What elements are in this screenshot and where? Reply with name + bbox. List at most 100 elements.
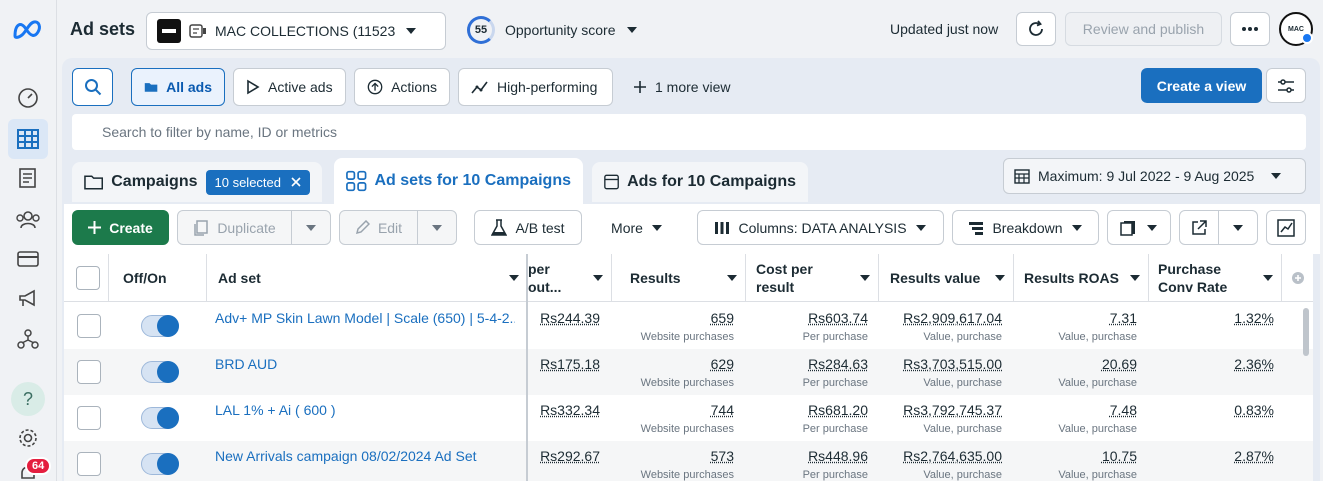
help-button[interactable]: ? (11, 382, 45, 416)
tab-ad-sets[interactable]: Ad sets for 10 Campaigns (334, 158, 583, 204)
cost-per-result-value[interactable]: Rs448.96 (758, 448, 868, 464)
refresh-button[interactable] (1016, 12, 1056, 46)
ad-set-name-link[interactable]: LAL 1% + Ai ( 600 ) (215, 402, 515, 418)
results-value-amount[interactable]: Rs3,703,515.00 (882, 356, 1002, 372)
cost-per-outbound-value[interactable]: Rs292.67 (532, 448, 600, 464)
col-separator (1013, 254, 1014, 302)
row-checkbox[interactable] (77, 314, 101, 338)
header-add-column[interactable] (1282, 254, 1313, 302)
purchase-conv-rate-value[interactable]: 2.36% (1174, 356, 1274, 372)
view-actions[interactable]: Actions (354, 68, 450, 106)
header-results-roas[interactable]: Results ROAS (1014, 254, 1148, 302)
results-roas-value[interactable]: 10.75 (1032, 448, 1137, 464)
cost-per-result-value[interactable]: Rs681.20 (758, 402, 868, 418)
view-active-ads[interactable]: Active ads (233, 68, 346, 106)
results-value[interactable]: 744 (624, 402, 734, 418)
cost-per-outbound-value[interactable]: Rs332.34 (532, 402, 600, 418)
opportunity-score[interactable]: 55 Opportunity score (467, 16, 638, 44)
export-dropdown[interactable] (1218, 210, 1258, 245)
breakdown-icon (968, 221, 984, 235)
search-toggle-button[interactable] (72, 68, 113, 106)
view-all-ads[interactable]: All ads (131, 68, 225, 106)
ad-set-name-link[interactable]: New Arrivals campaign 08/02/2024 Ad Set (215, 448, 515, 464)
results-roas-value[interactable]: 7.48 (1032, 402, 1137, 418)
results-roas-value[interactable]: 20.69 (1032, 356, 1137, 372)
billing-card-icon[interactable] (12, 243, 44, 275)
table-row[interactable]: Adv+ MP Skin Lawn Model | Scale (650) | … (64, 303, 1313, 349)
row-checkbox[interactable] (77, 406, 101, 430)
results-value[interactable]: 629 (624, 356, 734, 372)
tab-ads[interactable]: Ads for 10 Campaigns (592, 162, 808, 202)
settings-gear-icon[interactable] (12, 422, 44, 454)
cost-per-outbound-value[interactable]: Rs175.18 (532, 356, 600, 372)
header-results-value[interactable]: Results value (879, 254, 1013, 302)
header-cpr-line1: Cost per (756, 260, 813, 278)
tab-campaigns-label: Campaigns (111, 173, 197, 191)
table-row[interactable]: New Arrivals campaign 08/02/2024 Ad Set … (64, 441, 1313, 481)
header-results[interactable]: Results (612, 254, 745, 302)
duplicate-button[interactable]: Duplicate (177, 210, 292, 245)
view-high-performing[interactable]: High-performing (458, 68, 613, 106)
header-cost-per-outbound[interactable]: per out... (528, 254, 611, 302)
results-value-amount[interactable]: Rs2,764,635.00 (882, 448, 1002, 464)
opportunity-score-ring: 55 (467, 16, 495, 44)
create-view-button[interactable]: Create a view (1141, 68, 1262, 103)
cost-per-result-value[interactable]: Rs284.63 (758, 356, 868, 372)
view-more[interactable]: 1 more view (621, 68, 747, 106)
table-row[interactable]: LAL 1% + Ai ( 600 ) Rs332.34 744 Website… (64, 395, 1313, 441)
tab-campaigns[interactable]: Campaigns 10 selected (72, 162, 322, 202)
review-and-publish-button[interactable]: Review and publish (1065, 12, 1222, 46)
row-on-off-toggle[interactable] (141, 453, 179, 475)
view-settings-button[interactable] (1266, 68, 1306, 103)
cost-per-outbound-value[interactable]: Rs244.39 (532, 310, 600, 326)
export-button[interactable] (1179, 210, 1219, 245)
table-row[interactable]: BRD AUD Rs175.18 629 Website purchases R… (64, 349, 1313, 395)
ab-test-button[interactable]: A/B test (474, 210, 582, 245)
results-value-amount[interactable]: Rs2,909,617.04 (882, 310, 1002, 326)
close-icon[interactable] (291, 177, 301, 187)
business-network-icon[interactable] (12, 323, 44, 355)
header-adset[interactable]: Ad set (207, 254, 527, 302)
select-all-checkbox[interactable] (76, 266, 100, 290)
row-checkbox[interactable] (77, 452, 101, 476)
date-range-picker[interactable]: Maximum: 9 Jul 2022 - 9 Aug 2025 (1003, 158, 1306, 194)
vertical-scrollbar[interactable] (1303, 308, 1309, 356)
create-button-label: Create (109, 220, 153, 236)
more-options-button[interactable] (1230, 12, 1270, 46)
create-button[interactable]: Create (72, 210, 169, 245)
account-selector[interactable]: MAC COLLECTIONS (11523... (146, 12, 446, 50)
chart-view-button[interactable] (1266, 210, 1306, 245)
row-on-off-toggle[interactable] (141, 315, 179, 337)
row-on-off-toggle[interactable] (141, 361, 179, 383)
row-checkbox[interactable] (77, 360, 101, 384)
results-value[interactable]: 573 (624, 448, 734, 464)
header-purchase-conv-rate[interactable]: Purchase Conv Rate (1149, 254, 1281, 302)
purchase-conv-rate-value[interactable]: 2.87% (1174, 448, 1274, 464)
row-on-off-toggle[interactable] (141, 407, 179, 429)
edit-button[interactable]: Edit (339, 210, 418, 245)
header-results-label: Results (630, 269, 681, 287)
ads-manager-table-icon[interactable] (8, 119, 48, 159)
ad-set-name-link[interactable]: Adv+ MP Skin Lawn Model | Scale (650) | … (215, 310, 515, 326)
results-value[interactable]: 659 (624, 310, 734, 326)
audiences-icon[interactable] (12, 203, 44, 235)
search-input[interactable]: Search to filter by name, ID or metrics (72, 114, 1306, 150)
campaign-megaphone-icon[interactable] (12, 283, 44, 315)
header-cost-per-result[interactable]: Cost per result (746, 254, 878, 302)
columns-button[interactable]: Columns: DATA ANALYSIS (697, 210, 944, 245)
results-value-amount[interactable]: Rs3,792,745.37 (882, 402, 1002, 418)
dashboard-gauge-icon[interactable] (12, 82, 44, 114)
duplicate-dropdown[interactable] (291, 210, 331, 245)
more-button[interactable]: More (592, 210, 682, 245)
reports-button[interactable] (1107, 210, 1171, 245)
pages-icon[interactable] (12, 162, 44, 194)
ad-set-name-link[interactable]: BRD AUD (215, 356, 515, 372)
purchase-conv-rate-value[interactable]: 1.32% (1174, 310, 1274, 326)
meta-logo-icon[interactable] (12, 18, 44, 40)
breakdown-button[interactable]: Breakdown (952, 210, 1099, 245)
purchase-conv-rate-value[interactable]: 0.83% (1174, 402, 1274, 418)
edit-dropdown[interactable] (417, 210, 457, 245)
selected-badge[interactable]: 10 selected (206, 170, 311, 195)
cost-per-result-value[interactable]: Rs603.74 (758, 310, 868, 326)
results-roas-value[interactable]: 7.31 (1032, 310, 1137, 326)
